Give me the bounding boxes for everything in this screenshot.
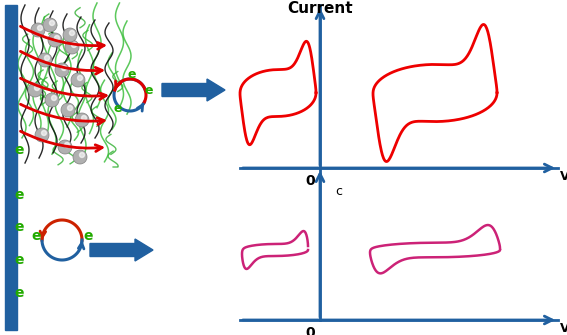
Circle shape	[45, 93, 59, 107]
Circle shape	[71, 73, 85, 87]
Text: e: e	[14, 188, 24, 202]
Circle shape	[35, 85, 40, 90]
Circle shape	[73, 150, 87, 164]
Text: e: e	[114, 103, 122, 116]
Text: Voltage: Voltage	[560, 170, 567, 183]
Circle shape	[79, 152, 84, 157]
Text: e: e	[14, 143, 24, 157]
Circle shape	[70, 30, 74, 36]
Circle shape	[75, 113, 89, 127]
Circle shape	[49, 20, 54, 25]
Circle shape	[55, 63, 69, 77]
Text: Current: Current	[287, 1, 353, 16]
Circle shape	[65, 40, 79, 54]
Bar	[5, 5, 17, 330]
Text: 0: 0	[306, 326, 315, 335]
Text: e: e	[145, 84, 153, 97]
Circle shape	[28, 83, 42, 97]
Text: e: e	[83, 229, 93, 243]
Text: c: c	[335, 185, 342, 198]
Text: 0: 0	[306, 174, 315, 188]
Circle shape	[78, 75, 83, 80]
FancyArrow shape	[162, 79, 225, 101]
Text: e: e	[31, 229, 41, 243]
Circle shape	[65, 142, 70, 147]
Circle shape	[43, 18, 57, 32]
Circle shape	[67, 106, 73, 111]
Text: e: e	[14, 253, 24, 267]
Circle shape	[52, 95, 57, 100]
Circle shape	[44, 56, 49, 61]
Text: e: e	[128, 68, 136, 81]
Circle shape	[71, 43, 77, 48]
Circle shape	[63, 28, 77, 42]
Circle shape	[61, 103, 75, 117]
Text: e: e	[14, 286, 24, 300]
Circle shape	[37, 25, 43, 30]
Circle shape	[54, 36, 60, 41]
Circle shape	[31, 23, 45, 37]
Circle shape	[48, 33, 62, 47]
Circle shape	[61, 66, 66, 70]
Circle shape	[38, 53, 52, 67]
Text: e: e	[14, 220, 24, 234]
Circle shape	[82, 116, 87, 121]
FancyArrow shape	[90, 239, 153, 261]
Circle shape	[41, 131, 46, 135]
Text: Voltage: Voltage	[560, 322, 567, 335]
Circle shape	[58, 140, 72, 154]
Circle shape	[35, 128, 49, 142]
